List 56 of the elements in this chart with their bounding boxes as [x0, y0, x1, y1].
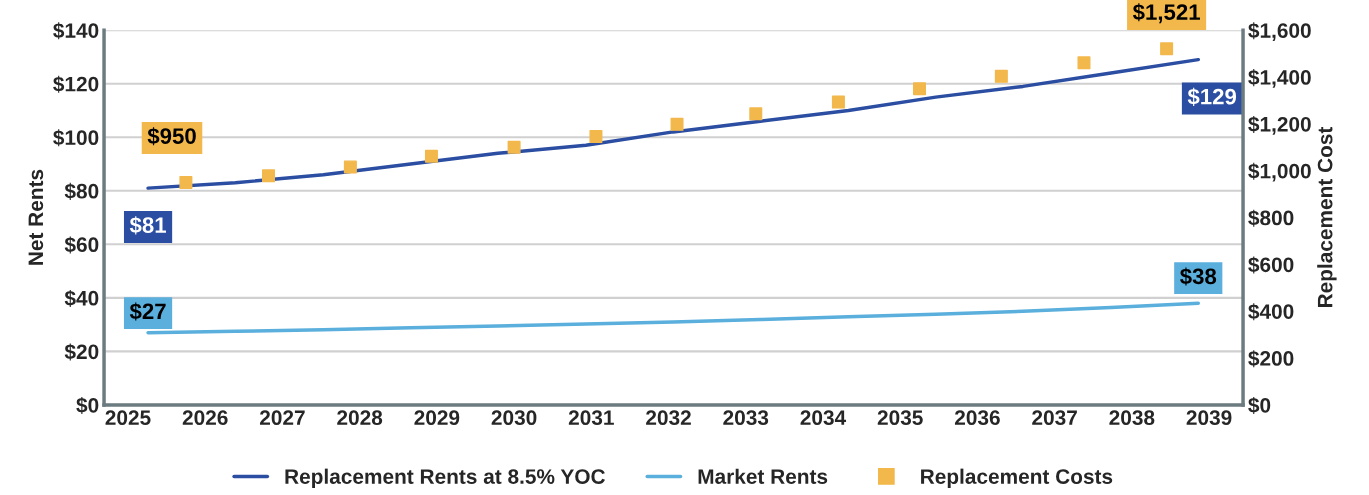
- x-tick-label: 2035: [877, 410, 923, 426]
- legend-label: Replacement Costs: [921, 468, 1113, 489]
- data-label: $27: [129, 302, 166, 321]
- data-label: $950: [147, 127, 196, 146]
- x-tick-label: 2033: [723, 410, 769, 426]
- y2-axis-title: Replacement Cost: [1317, 126, 1337, 308]
- y-tick-label: $100: [53, 129, 99, 147]
- y-tick-label: $140: [53, 22, 99, 40]
- y2-tick-label: $1,400: [1248, 69, 1311, 88]
- point: [589, 130, 603, 144]
- legend-label: Market Rents: [698, 468, 828, 484]
- x-tick-label: 2034: [800, 410, 847, 426]
- data-label: $1,521: [1132, 3, 1200, 24]
- point: [262, 169, 276, 183]
- y2-tick-label: $200: [1248, 350, 1294, 368]
- x-tick-label: 2030: [491, 410, 537, 426]
- y2-tick-label: $1,200: [1248, 115, 1311, 135]
- x-tick-label: 2028: [337, 410, 383, 426]
- x-tick-label: 2036: [954, 410, 1000, 426]
- y-tick-label: $40: [64, 289, 99, 307]
- point: [343, 160, 357, 174]
- x-tick-label: 2029: [414, 410, 460, 426]
- y-tick-label: $0: [76, 397, 99, 415]
- x-tick-label: 2025: [105, 410, 151, 426]
- legend-label: Replacement Rents at 8.5% YOC: [285, 468, 605, 489]
- point: [179, 175, 193, 189]
- x-tick-label: 2038: [1109, 410, 1155, 426]
- x-tick-label: 2031: [568, 410, 614, 426]
- point: [912, 82, 927, 96]
- y2-tick-label: $400: [1248, 303, 1294, 321]
- y2-tick-label: $1,000: [1248, 162, 1311, 182]
- point: [507, 140, 521, 154]
- x-tick-label: 2037: [1032, 410, 1077, 426]
- point: [424, 149, 438, 163]
- y-axis-title: Net Rents: [28, 169, 44, 265]
- y2-tick-label: $0: [1248, 397, 1271, 415]
- y-tick-label: $20: [64, 343, 99, 361]
- point: [994, 69, 1008, 83]
- point: [831, 95, 845, 109]
- y2-tick-label: $1,600: [1248, 22, 1311, 41]
- data-label: $38: [1180, 267, 1217, 286]
- point: [1077, 56, 1091, 70]
- x-tick-label: 2032: [646, 410, 691, 426]
- data-label: $81: [129, 216, 166, 235]
- x-tick-label: 2027: [259, 410, 305, 426]
- y-tick-label: $60: [64, 236, 99, 254]
- y-tick-label: $80: [64, 182, 99, 200]
- point: [749, 107, 763, 121]
- y2-tick-label: $600: [1248, 256, 1294, 274]
- x-tick-label: 2039: [1186, 410, 1232, 426]
- y-tick-label: $120: [53, 75, 99, 93]
- y2-tick-label: $800: [1248, 209, 1294, 227]
- point: [670, 117, 684, 131]
- data-label: $129: [1187, 87, 1237, 106]
- point: [1160, 42, 1174, 56]
- x-tick-label: 2026: [182, 410, 228, 426]
